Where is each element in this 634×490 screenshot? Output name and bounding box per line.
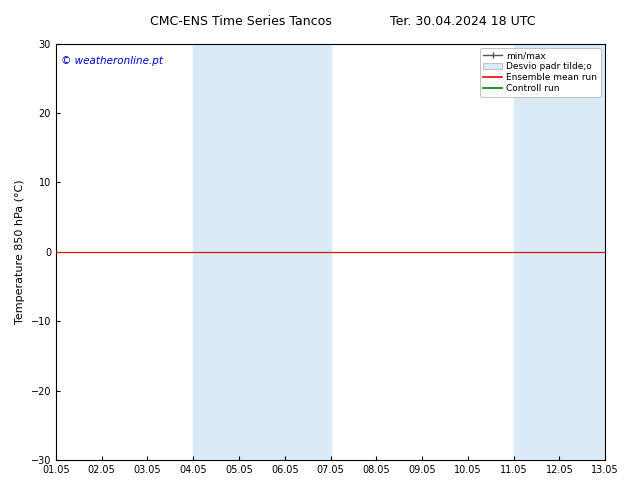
Y-axis label: Temperature 850 hPa (°C): Temperature 850 hPa (°C): [15, 179, 25, 324]
Text: CMC-ENS Time Series Tancos: CMC-ENS Time Series Tancos: [150, 15, 332, 28]
Text: Ter. 30.04.2024 18 UTC: Ter. 30.04.2024 18 UTC: [390, 15, 536, 28]
Text: © weatheronline.pt: © weatheronline.pt: [61, 56, 164, 66]
Legend: min/max, Desvio padr tilde;o, Ensemble mean run, Controll run: min/max, Desvio padr tilde;o, Ensemble m…: [480, 48, 600, 97]
Bar: [193, 44, 330, 460]
Bar: [514, 44, 634, 460]
